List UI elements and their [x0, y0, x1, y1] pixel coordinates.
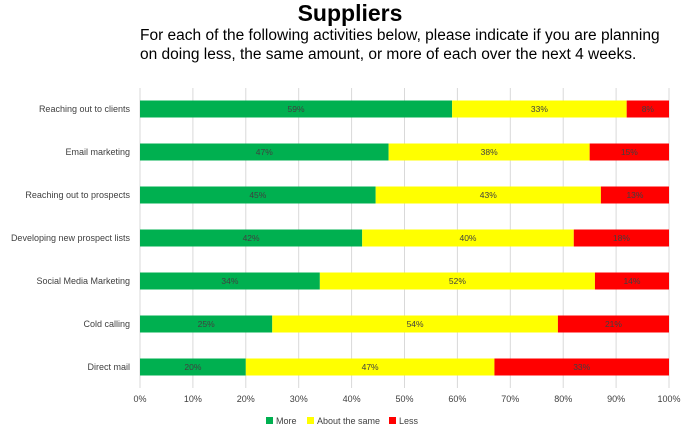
bar-segment	[589, 143, 669, 161]
data-label: 43%	[480, 190, 497, 200]
data-label: 33%	[573, 362, 590, 372]
bar-segment	[594, 272, 669, 290]
legend-label: More	[276, 416, 297, 426]
data-labels: 59% 33% 8% 47% 38% 15% 45% 43% 13% 42% 40% 18% 34% 52…	[184, 104, 654, 372]
bar-segment	[140, 315, 273, 333]
data-label: 47%	[256, 147, 273, 157]
data-label: 59%	[288, 104, 305, 114]
data-label: 18%	[613, 233, 630, 243]
bars	[140, 100, 669, 376]
bar-segment	[557, 315, 669, 333]
legend: More About the same Less	[266, 416, 419, 426]
bar-segment	[494, 358, 669, 376]
bar-segment	[140, 100, 453, 118]
x-tick-label: 40%	[343, 394, 361, 404]
x-tick-label: 10%	[184, 394, 202, 404]
data-label: 21%	[605, 319, 622, 329]
data-label: 42%	[243, 233, 260, 243]
bar-segment	[140, 358, 246, 376]
data-label: 33%	[531, 104, 548, 114]
bar-segment	[452, 100, 627, 118]
data-label: 15%	[621, 147, 638, 157]
legend-swatch	[389, 417, 396, 424]
bar-segment	[140, 272, 320, 290]
x-tick-label: 70%	[501, 394, 519, 404]
data-label: 45%	[249, 190, 266, 200]
bar-segment	[375, 186, 601, 204]
category-label: Developing new prospect lists	[11, 233, 131, 243]
data-label: 47%	[362, 362, 379, 372]
data-label: 25%	[198, 319, 215, 329]
data-label: 52%	[449, 276, 466, 286]
legend-swatch	[307, 417, 314, 424]
data-label: 20%	[184, 362, 201, 372]
data-label: 38%	[481, 147, 498, 157]
data-label: 54%	[407, 319, 424, 329]
data-label: 40%	[459, 233, 476, 243]
category-label: Direct mail	[87, 362, 130, 372]
bar-segment	[140, 229, 363, 247]
data-label: 14%	[623, 276, 640, 286]
category-label: Email marketing	[65, 147, 130, 157]
category-label: Reaching out to clients	[39, 104, 131, 114]
bar-segment	[245, 358, 495, 376]
bar-segment	[388, 143, 590, 161]
x-tick-label: 0%	[133, 394, 146, 404]
bar-segment	[140, 143, 389, 161]
bar-segment	[362, 229, 574, 247]
x-tick-labels: 0% 10% 20% 30% 40% 50% 60% 70% 80% 90% 100%	[133, 394, 680, 404]
chart-subtitle: For each of the following activities bel…	[140, 27, 660, 63]
x-tick-label: 90%	[607, 394, 625, 404]
bar-segment	[626, 100, 669, 118]
bar-segment	[140, 186, 376, 204]
bar-segment	[600, 186, 669, 204]
legend-label: About the same	[317, 416, 380, 426]
category-labels: Reaching out to clients Email marketing Re…	[11, 104, 131, 372]
data-label: 34%	[221, 276, 238, 286]
bar-segment	[573, 229, 669, 247]
category-label: Reaching out to prospects	[25, 190, 130, 200]
data-label: 13%	[626, 190, 643, 200]
category-label: Cold calling	[83, 319, 130, 329]
x-tick-label: 100%	[657, 394, 680, 404]
bar-segment	[319, 272, 595, 290]
x-tick-label: 30%	[290, 394, 308, 404]
category-label: Social Media Marketing	[36, 276, 130, 286]
x-tick-label: 20%	[237, 394, 255, 404]
legend-label: Less	[399, 416, 419, 426]
legend-swatch	[266, 417, 273, 424]
data-label: 8%	[642, 104, 655, 114]
chart-title: Suppliers	[297, 0, 403, 26]
x-tick-label: 80%	[554, 394, 572, 404]
x-tick-label: 50%	[395, 394, 413, 404]
bar-segment	[272, 315, 558, 333]
x-tick-label: 60%	[448, 394, 466, 404]
